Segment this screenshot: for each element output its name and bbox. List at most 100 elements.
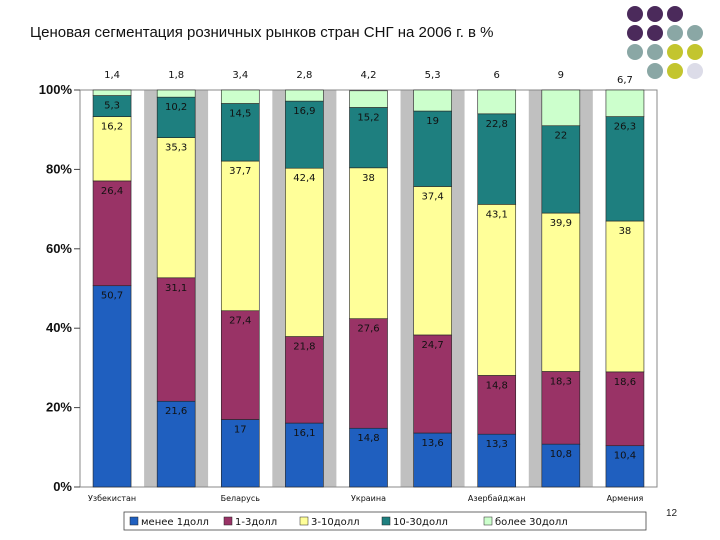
category-label: Азербайджан (468, 494, 526, 503)
decor-dot (687, 63, 703, 79)
bars: 50,7 26,4 16,2 5,3 1,4 21,6 31,1 35,3 10,2 1,8 17 2… (92, 70, 645, 488)
top-label: 9 (558, 70, 564, 81)
bar-segment (285, 167, 324, 337)
bar-segment (156, 400, 196, 488)
top-label: 3,4 (232, 70, 248, 81)
decorative-dot-grid (627, 6, 703, 79)
bar-segment (605, 220, 645, 373)
legend: менее 1долл 1-3долл 3-10долл 10-30долл более… (123, 511, 647, 531)
y-tick-label: 0% (53, 479, 72, 494)
top-label: 2,8 (296, 70, 312, 81)
bar-segment (156, 137, 196, 279)
data-label: 22,8 (486, 119, 508, 130)
data-label: 27,4 (229, 316, 251, 327)
data-label: 16,9 (293, 106, 315, 117)
decor-dot (687, 44, 703, 60)
data-label: 10,8 (550, 449, 572, 460)
bar-segment (413, 432, 452, 488)
bar-segment (477, 375, 517, 435)
bar-segment (349, 318, 388, 429)
data-label: 35,3 (165, 143, 187, 154)
decor-dot (667, 6, 683, 22)
decor-dot (667, 63, 683, 79)
category-label: Армения (607, 494, 644, 503)
bar-segment (541, 443, 581, 488)
y-tick-label: 100% (39, 82, 73, 97)
top-label: 6,7 (617, 75, 633, 86)
decor-dot (687, 25, 703, 41)
data-label: 16,1 (293, 428, 315, 439)
decor-dot (627, 25, 643, 41)
bar-segment (92, 116, 132, 182)
top-label: 4,2 (361, 70, 377, 81)
data-label: 39,9 (550, 218, 572, 229)
data-label: 15,2 (357, 112, 379, 123)
data-label: 18,6 (614, 377, 636, 388)
decor-dot (647, 6, 663, 22)
bar-segment (156, 89, 196, 98)
bar-segment (605, 445, 645, 488)
data-label: 13,6 (421, 438, 443, 449)
data-label: 37,4 (421, 191, 443, 202)
data-label: 21,6 (165, 406, 187, 417)
data-label: 26,4 (101, 186, 123, 197)
legend-label: 3-10долл (311, 517, 360, 528)
page-number: 12 (666, 508, 678, 519)
bar-segment (477, 204, 517, 376)
data-label: 37,7 (229, 166, 251, 177)
y-tick-label: 20% (46, 400, 72, 415)
data-label: 31,1 (165, 283, 187, 294)
bar-segment (92, 89, 132, 96)
bar-segment (220, 310, 260, 420)
data-label: 17 (234, 425, 247, 436)
legend-swatch (381, 516, 391, 526)
bar-segment (220, 103, 260, 162)
legend-label: более 30долл (495, 517, 568, 528)
top-label: 1,4 (104, 70, 120, 81)
bar-segment (220, 89, 260, 104)
data-label: 38 (619, 226, 632, 237)
data-label: 10,2 (165, 102, 187, 113)
data-label: 10,4 (614, 451, 636, 462)
data-label: 16,2 (101, 122, 123, 133)
decor-dot (667, 44, 683, 60)
bar-segment (413, 89, 452, 112)
bar-segment (220, 160, 260, 312)
legend-swatch (223, 516, 233, 526)
bar-segment (605, 89, 645, 117)
decor-dot (627, 44, 643, 60)
data-label: 43,1 (486, 209, 508, 220)
bar-segment (349, 90, 388, 108)
bar-segment (285, 89, 324, 102)
data-label: 27,6 (357, 324, 379, 335)
category-label: Узбекистан (88, 494, 136, 503)
bar-segment (92, 180, 132, 287)
bar-segment (477, 89, 517, 115)
y-tick-label: 60% (46, 241, 72, 256)
legend-label: 1-3долл (235, 517, 277, 528)
bar-segment (541, 89, 581, 127)
data-label: 14,8 (357, 433, 379, 444)
bar-segment (285, 336, 324, 424)
decor-dot (647, 63, 663, 79)
data-label: 24,7 (421, 340, 443, 351)
bar-segment (413, 334, 452, 434)
slide-title: Ценовая сегментация розничных рынков стр… (30, 24, 494, 41)
bar-segment (477, 113, 517, 205)
data-label: 26,3 (614, 122, 636, 133)
data-label: 21,8 (293, 342, 315, 353)
decor-dot (667, 25, 683, 41)
decor-dot (647, 44, 663, 60)
data-label: 14,8 (486, 380, 508, 391)
bar-segment (92, 285, 132, 488)
data-label: 5,3 (104, 101, 120, 112)
bar-segment (156, 96, 196, 138)
bar-segment (285, 422, 324, 488)
top-label: 6 (494, 70, 500, 81)
bar-segment (605, 371, 645, 447)
data-label: 14,5 (229, 108, 251, 119)
y-tick-label: 80% (46, 161, 72, 176)
decor-dot (627, 6, 643, 22)
legend-swatch (299, 516, 309, 526)
